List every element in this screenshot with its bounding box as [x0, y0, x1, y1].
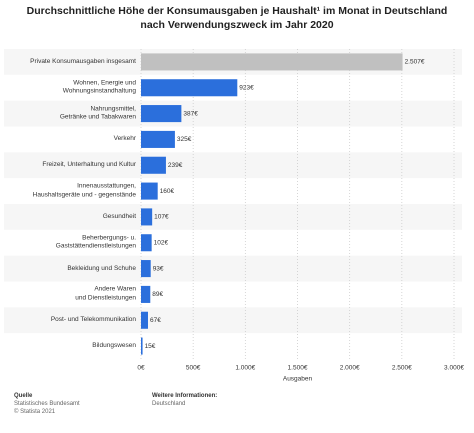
value-label: 387€ — [183, 110, 198, 117]
source: Statistisches Bundesamt © Statista 2021 — [14, 401, 80, 415]
bar — [141, 311, 148, 329]
row-band — [4, 307, 462, 334]
x-tick-label: 500€ — [186, 365, 201, 372]
row-band — [4, 100, 462, 127]
category-label: Private Konsumausgaben insgesamt — [30, 57, 136, 65]
bar — [141, 105, 182, 123]
category-label: Wohnen, Energie und Wohnungsinstandhaltu… — [62, 79, 136, 95]
x-axis-label: Ausgaben — [283, 376, 313, 383]
value-label: 15€ — [145, 343, 156, 350]
bar — [141, 285, 151, 303]
value-label: 923€ — [239, 84, 254, 91]
chart-title: Durchschnittliche Höhe der Konsumausgabe… — [26, 5, 448, 31]
value-label: 239€ — [168, 162, 183, 169]
row-band — [4, 204, 462, 230]
value-label: 107€ — [154, 214, 169, 221]
category-label: Bekleidung und Schuhe — [67, 264, 136, 272]
bar — [141, 260, 151, 278]
x-tick-label: 3.000€ — [444, 365, 464, 372]
x-tick-label: 1.500€ — [288, 365, 308, 372]
x-tick-label: 0€ — [137, 365, 145, 372]
category-label: Andere Waren und Dienstleistungen — [75, 285, 136, 302]
category-label: Post- und Telekommunikation — [50, 316, 136, 323]
bar — [141, 208, 153, 226]
bar — [141, 130, 175, 148]
bar — [141, 53, 403, 71]
bar — [141, 234, 152, 252]
category-label: Gesundheit — [102, 212, 136, 220]
value-label: 160€ — [160, 188, 175, 195]
category-label: Beherbergungs- u. Gaststättendienstleist… — [55, 234, 136, 250]
info: Deutschland — [152, 401, 186, 407]
value-label: 2.507€ — [405, 59, 425, 66]
value-label: 102€ — [154, 239, 169, 246]
value-label: 325€ — [177, 136, 192, 143]
row-band — [4, 152, 462, 179]
category-label: Nahrungsmittel, Getränke und Tabakwaren — [59, 105, 136, 121]
info-heading: Weitere Informationen: — [152, 393, 218, 399]
category-label: Verkehr — [113, 135, 136, 143]
bar — [141, 182, 158, 200]
category-label: Freizeit, Unterhaltung und Kultur — [42, 161, 136, 168]
value-label: 67€ — [150, 317, 161, 324]
x-tick-label: 2.000€ — [340, 365, 360, 372]
row-band — [4, 255, 462, 282]
value-label: 89€ — [152, 291, 163, 298]
value-label: 93€ — [153, 265, 164, 272]
bar — [141, 156, 166, 174]
bar — [141, 79, 238, 97]
bar — [141, 337, 143, 355]
category-label: Bildungswesen — [92, 341, 136, 349]
category-label: Innenausstattungen, Haushaltsgeräte und … — [32, 182, 136, 199]
x-tick-label: 1.000€ — [235, 365, 255, 372]
x-tick-label: 2.500€ — [392, 365, 412, 372]
source-heading: Quelle — [14, 393, 33, 399]
